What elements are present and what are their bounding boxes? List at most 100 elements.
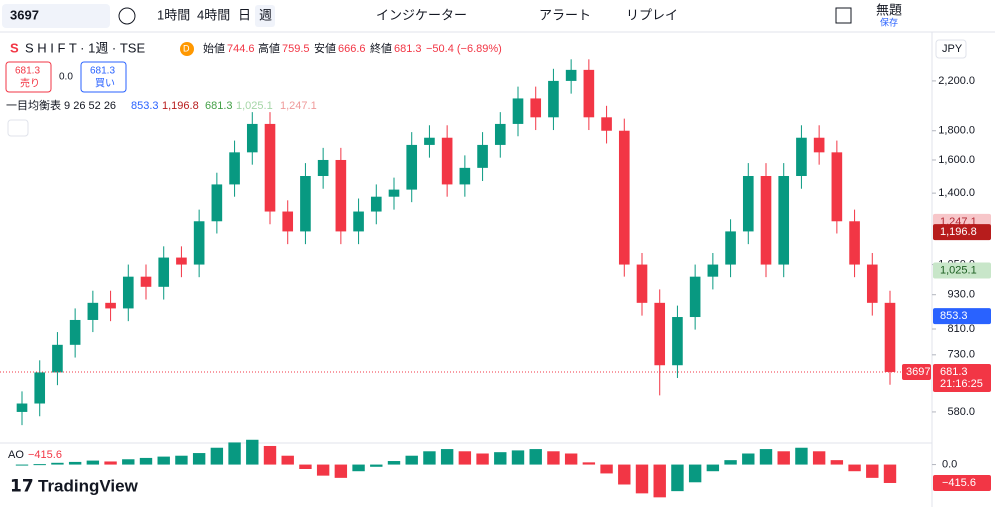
countdown: 21:16:25 (940, 378, 983, 390)
symbol-tag (902, 363, 931, 380)
layout-name[interactable]: 無題 (876, 2, 902, 17)
candle-body (52, 344, 63, 373)
ohlc-label: 高値 (258, 41, 280, 55)
ao-bar (68, 461, 82, 465)
candle-body (424, 137, 435, 145)
price-tag-label: 853.3 (940, 310, 968, 322)
candle-body (689, 276, 701, 318)
candle-body (494, 123, 506, 145)
ao-bar (777, 451, 790, 465)
ao-bar (299, 464, 312, 469)
ohlc-label: 始値 (203, 41, 225, 55)
ao-bar (175, 455, 188, 465)
collapse-button[interactable] (7, 119, 29, 137)
ao-bar (511, 450, 525, 465)
symbol-box[interactable] (2, 4, 110, 28)
last-price-tag (933, 363, 991, 392)
ao-bar (635, 464, 649, 494)
ao-bar (458, 451, 472, 465)
ao-tag (933, 474, 991, 491)
sell-label[interactable]: 売り (20, 77, 40, 90)
ohlc-label: 終値 (370, 41, 392, 55)
alert-button[interactable]: アラート (539, 7, 591, 22)
buy-price[interactable]: 681.3 (90, 66, 115, 77)
interval[interactable]: 4時間 (197, 7, 230, 22)
ao-tick-label: 0.0 (942, 458, 957, 470)
ao-bar (157, 456, 170, 465)
currency-box[interactable] (935, 39, 967, 59)
candle-body (229, 152, 240, 185)
candle-body (16, 403, 28, 412)
logo-icon: 𝟭𝟳 (10, 476, 34, 495)
price-tag (933, 224, 991, 241)
candle-body (725, 231, 736, 265)
buy-button[interactable] (80, 61, 127, 93)
currency[interactable]: JPY (942, 43, 963, 55)
candle-body (866, 264, 878, 303)
ao-bar (405, 455, 418, 465)
candle-body (282, 211, 294, 232)
candle-body (548, 80, 559, 118)
ao-bar (476, 453, 489, 465)
candle-body (813, 137, 825, 153)
sell-price[interactable]: 681.3 (15, 66, 40, 77)
sell-button[interactable] (5, 61, 52, 93)
candle-body (760, 176, 772, 265)
candle-body (849, 221, 860, 265)
ao-bar (228, 442, 241, 465)
indicator-value: 681.3 (205, 100, 233, 112)
candle-body (140, 276, 152, 287)
candle-body (512, 98, 524, 124)
replay-button[interactable]: リプレイ (626, 7, 678, 22)
y-tick-label: 1,800.0 (938, 125, 975, 137)
layout-icon[interactable] (835, 7, 852, 24)
price-tag-label: 1,196.8 (940, 226, 977, 238)
candle-body (246, 123, 258, 153)
ao-bar (883, 464, 897, 483)
ao-bar (33, 464, 46, 466)
ao-bar (122, 459, 135, 465)
ao-bar (246, 439, 259, 465)
candle-body (158, 257, 170, 287)
y-tick-label: 730.0 (947, 349, 975, 361)
ao-bar (688, 464, 702, 483)
symbol[interactable]: 3697 (10, 7, 39, 22)
ao-bar (830, 460, 844, 465)
indicator-value: 1,025.1 (236, 100, 273, 112)
badge-bg (180, 42, 194, 56)
ao-bar (724, 460, 737, 465)
interval[interactable]: 1時間 (157, 7, 190, 22)
indicators-button[interactable]: インジケーター (376, 7, 467, 22)
ao-bar (866, 464, 879, 478)
candle-body (441, 137, 453, 185)
interval[interactable]: 週 (259, 7, 272, 22)
interval[interactable]: 日 (238, 7, 251, 22)
ao-bar (104, 461, 117, 465)
add-icon[interactable] (118, 7, 136, 25)
save-label[interactable]: 保存 (880, 16, 898, 27)
candle-body (211, 184, 223, 222)
buy-label[interactable]: 買い (95, 78, 115, 90)
ao-bar (547, 451, 560, 465)
ao-bar (51, 462, 64, 465)
interval-active-bg (255, 5, 275, 27)
candle-body (264, 123, 276, 212)
ao-bar (192, 453, 206, 465)
candle-body (565, 69, 577, 81)
y-tick-label: 930.0 (947, 289, 975, 301)
candle-body (34, 372, 46, 404)
y-tick-label: 810.0 (947, 323, 975, 335)
ao-bar (742, 453, 755, 465)
ao-bar (564, 453, 578, 465)
price-chart: 580.0730.0810.0930.01,050.01,400.01,600.… (0, 59, 991, 498)
ao-bar (440, 449, 454, 465)
symbol-tag-label: 3697 (906, 366, 930, 378)
candle-body (317, 159, 329, 177)
toolbar (0, 0, 995, 32)
indicator-value: 853.3 (131, 100, 159, 112)
candle-body (353, 211, 364, 232)
candle-body (778, 176, 790, 265)
indicator-value: 1,247.1 (280, 100, 317, 112)
candle-body (388, 189, 400, 197)
